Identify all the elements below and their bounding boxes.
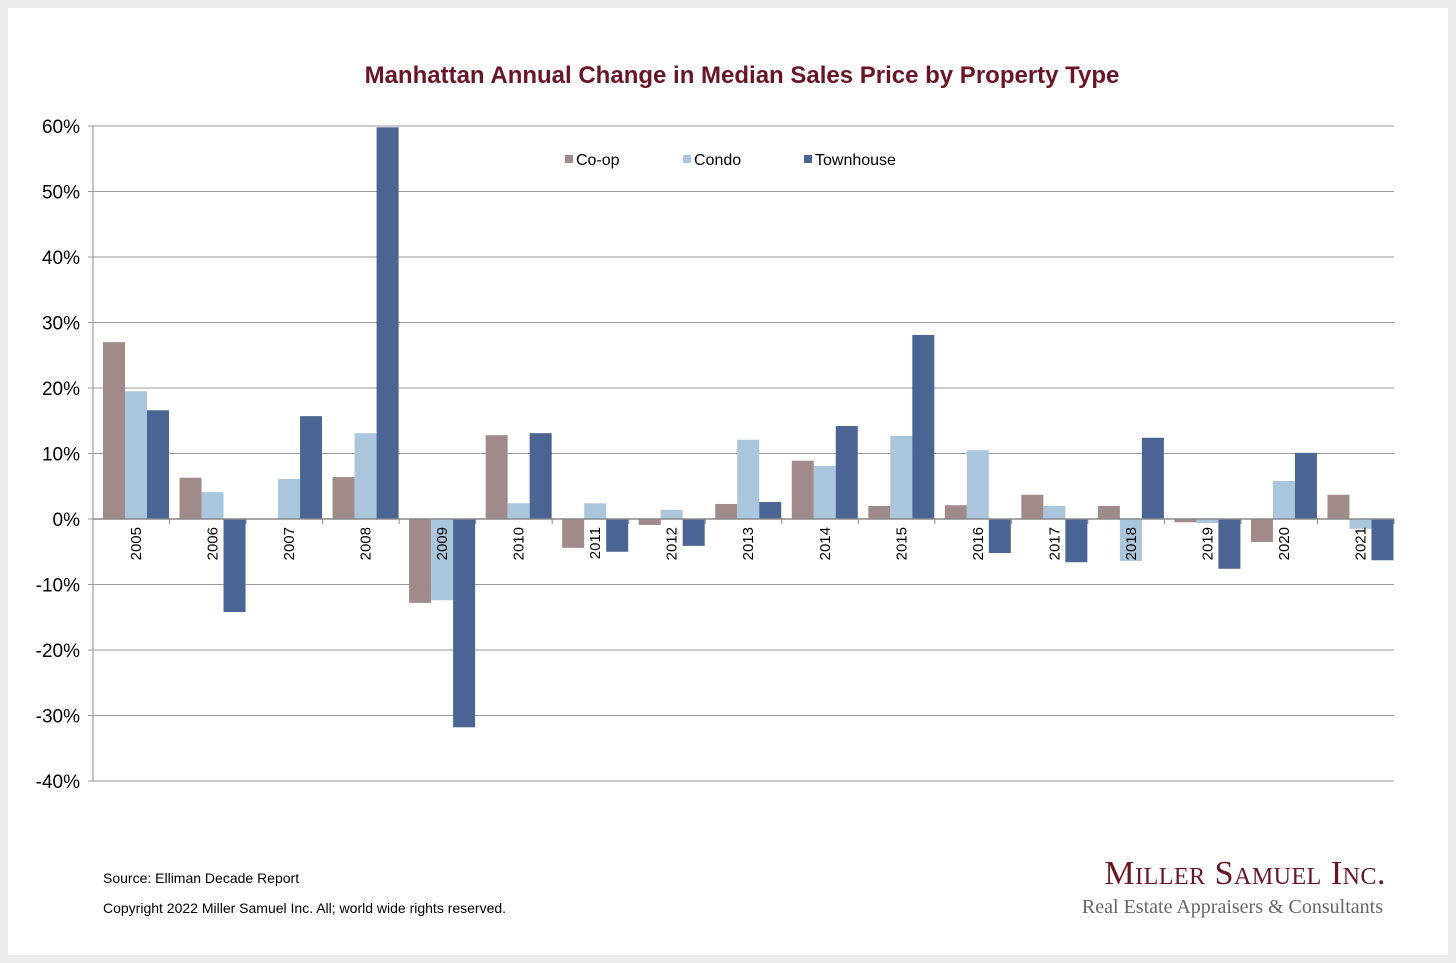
y-tick-label: 40%: [42, 248, 80, 269]
x-tick-label: 2005: [128, 527, 145, 560]
bar-townhouse-2020: [1294, 452, 1317, 519]
bar-condo-2008: [354, 433, 377, 519]
bar-co-op-2010: [485, 435, 508, 519]
bar-condo-2009: [431, 519, 454, 601]
legend-label-co-op: Co-op: [576, 152, 620, 169]
logo-tagline: Real Estate Appraisers & Consultants: [1081, 896, 1383, 918]
chart-card: [8, 8, 1448, 955]
x-tick-label: 2019: [1199, 527, 1216, 560]
x-tick-label: 2017: [1046, 527, 1063, 560]
bar-co-op-2014: [791, 460, 814, 519]
bar-condo-2007: [278, 479, 301, 519]
bar-condo-2011: [584, 503, 607, 519]
x-tick-label: 2006: [205, 527, 222, 560]
bar-co-op-2006: [179, 477, 202, 519]
bar-condo-2020: [1272, 481, 1295, 519]
x-tick-label: 2013: [740, 527, 757, 560]
logo-name: Miller Samuel Inc.: [1104, 855, 1386, 892]
bar-townhouse-2018: [1141, 437, 1164, 519]
bar-condo-2017: [1043, 505, 1066, 519]
y-tick-label: 30%: [42, 314, 80, 335]
bar-co-op-2020: [1250, 519, 1273, 542]
bar-condo-2010: [507, 503, 530, 519]
bar-townhouse-2007: [300, 416, 323, 519]
bar-townhouse-2006: [223, 519, 246, 613]
x-tick-label: 2016: [970, 527, 987, 560]
bar-condo-2014: [813, 465, 836, 519]
x-tick-label: 2011: [587, 527, 604, 559]
bar-co-op-2011: [562, 519, 585, 548]
bar-townhouse-2005: [147, 410, 169, 519]
bar-townhouse-2021: [1371, 519, 1394, 561]
bar-co-op-2016: [944, 505, 967, 519]
x-tick-label: 2015: [893, 527, 910, 560]
bar-co-op-2021: [1327, 494, 1350, 519]
y-tick-label: -30%: [36, 707, 80, 728]
x-tick-label: 2014: [817, 527, 834, 560]
x-tick-label: 2010: [511, 527, 528, 560]
bar-townhouse-2012: [682, 519, 705, 546]
y-tick-label: 10%: [42, 445, 80, 466]
bar-condo-2019: [1196, 519, 1219, 523]
x-tick-label: 2007: [281, 527, 298, 560]
chart-title: Manhattan Annual Change in Median Sales …: [364, 62, 1120, 89]
bar-co-op-2012: [638, 519, 661, 525]
bar-townhouse-2019: [1218, 519, 1241, 569]
bar-townhouse-2010: [529, 433, 552, 519]
y-tick-label: 50%: [42, 183, 80, 204]
bar-condo-2006: [201, 492, 224, 519]
y-tick-label: -40%: [36, 772, 80, 793]
x-tick-label: 2018: [1123, 527, 1140, 560]
x-tick-label: 2008: [358, 527, 375, 560]
bar-townhouse-2016: [988, 519, 1011, 554]
bar-townhouse-2011: [606, 519, 629, 552]
bar-townhouse-2013: [759, 501, 782, 519]
bar-co-op-2015: [868, 505, 891, 519]
y-tick-label: -10%: [36, 576, 80, 597]
bar-condo-2016: [966, 450, 989, 519]
bar-condo-2018: [1119, 519, 1142, 561]
bar-co-op-2018: [1097, 505, 1120, 519]
x-tick-label: 2012: [664, 527, 681, 560]
legend-label-townhouse: Townhouse: [815, 152, 896, 169]
bar-townhouse-2009: [453, 519, 476, 728]
legend-swatch-co-op: [565, 155, 573, 163]
y-tick-label: -20%: [36, 641, 80, 662]
bar-condo-2013: [737, 439, 760, 519]
bar-co-op-2005: [103, 342, 125, 519]
legend-label-condo: Condo: [694, 152, 741, 169]
copyright-note: Copyright 2022 Miller Samuel Inc. All; w…: [103, 900, 507, 916]
bar-co-op-2009: [409, 519, 432, 603]
bar-co-op-2008: [332, 477, 355, 519]
bar-townhouse-2008: [376, 127, 399, 519]
bar-co-op-2017: [1021, 494, 1044, 519]
bar-condo-2015: [890, 435, 913, 519]
x-tick-label: 2020: [1276, 527, 1293, 560]
bar-co-op-2019: [1174, 519, 1197, 523]
bar-townhouse-2015: [912, 334, 935, 519]
bar-townhouse-2014: [835, 425, 858, 519]
x-tick-label: 2009: [434, 527, 451, 560]
x-tick-label: 2021: [1352, 527, 1369, 560]
bar-townhouse-2017: [1065, 519, 1088, 563]
bar-co-op-2013: [715, 503, 738, 519]
y-tick-label: 20%: [42, 379, 80, 400]
bar-condo-2005: [125, 391, 147, 519]
source-note: Source: Elliman Decade Report: [103, 870, 300, 886]
y-tick-label: 60%: [42, 117, 80, 138]
bar-condo-2012: [660, 509, 683, 519]
legend-swatch-condo: [683, 155, 691, 163]
legend-swatch-townhouse: [804, 155, 812, 163]
bar-condo-2021: [1349, 519, 1372, 529]
y-tick-label: 0%: [53, 510, 81, 531]
